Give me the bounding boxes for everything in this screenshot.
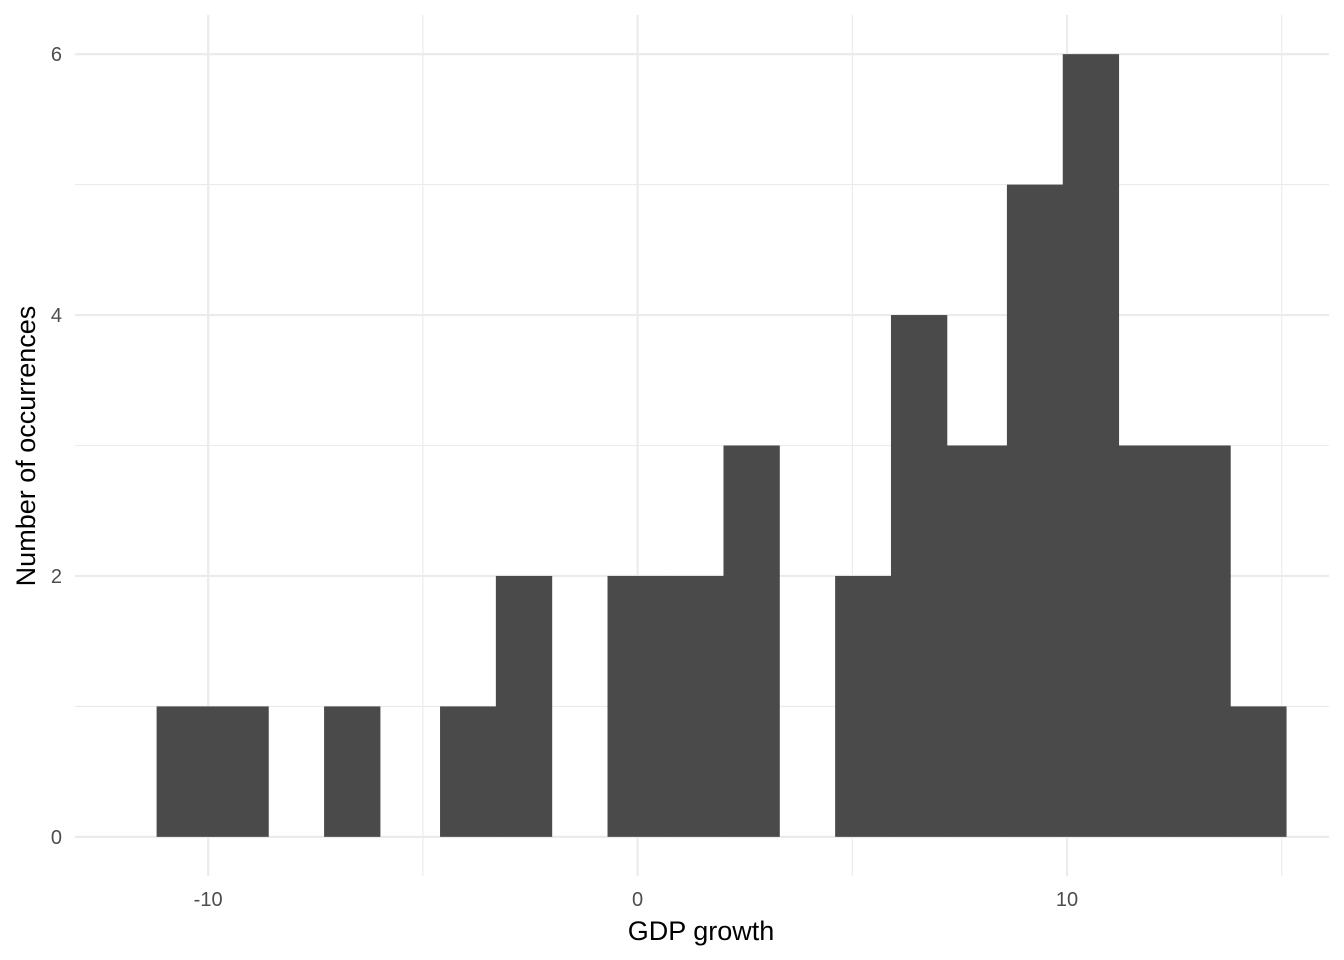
histogram-bar bbox=[835, 575, 892, 837]
histogram-bar bbox=[440, 706, 497, 837]
histogram-bar bbox=[156, 706, 213, 837]
y-tick-label: 0 bbox=[51, 827, 62, 849]
y-axis-tick-labels: 0 2 4 6 bbox=[51, 44, 62, 849]
histogram-bar bbox=[1174, 445, 1231, 837]
y-axis-title: Number of occurrences bbox=[11, 306, 41, 587]
y-tick-label: 2 bbox=[51, 566, 62, 588]
histogram-bar bbox=[324, 706, 381, 837]
x-axis-title: GDP growth bbox=[628, 916, 775, 946]
y-tick-label: 6 bbox=[51, 44, 62, 66]
x-axis-tick-labels: -10 0 10 bbox=[194, 889, 1078, 911]
histogram-bar bbox=[1006, 184, 1064, 837]
y-tick-label: 4 bbox=[51, 305, 62, 327]
histogram-bar bbox=[667, 575, 724, 837]
x-tick-label: -10 bbox=[194, 889, 223, 911]
histogram-bar bbox=[212, 706, 269, 837]
histogram-bar bbox=[723, 445, 780, 837]
histogram-bar bbox=[1230, 706, 1287, 837]
histogram-bar bbox=[1062, 54, 1120, 837]
histogram-bar bbox=[495, 575, 553, 837]
histogram-bar bbox=[890, 315, 948, 837]
x-tick-label: 0 bbox=[632, 889, 643, 911]
histogram-bar bbox=[1118, 445, 1175, 837]
x-tick-label: 10 bbox=[1056, 889, 1078, 911]
histogram-bars bbox=[156, 54, 1287, 837]
histogram-bar bbox=[607, 575, 669, 837]
histogram-bar bbox=[946, 445, 1008, 837]
